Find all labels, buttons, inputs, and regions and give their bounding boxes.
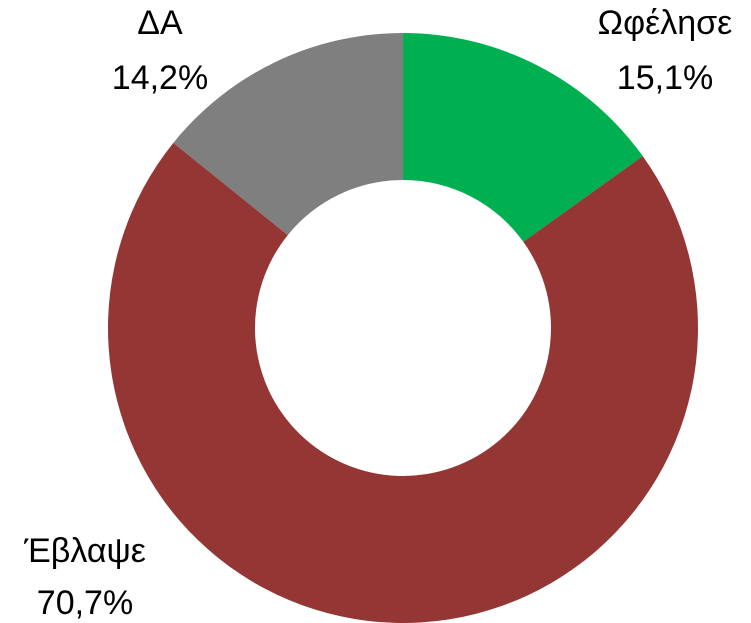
donut-slice (403, 33, 643, 242)
slice-label: ΔΑ (137, 4, 183, 42)
slice-value-label: 70,7% (37, 584, 133, 622)
slice-value-label: 15,1% (617, 59, 713, 97)
slice-label: Έβλαψε (23, 532, 146, 570)
donut-slice (173, 32, 403, 236)
slice-value-label: 14,2% (112, 59, 208, 97)
slice-label: Ωφέλησε (598, 4, 733, 42)
donut-slice (107, 142, 698, 623)
